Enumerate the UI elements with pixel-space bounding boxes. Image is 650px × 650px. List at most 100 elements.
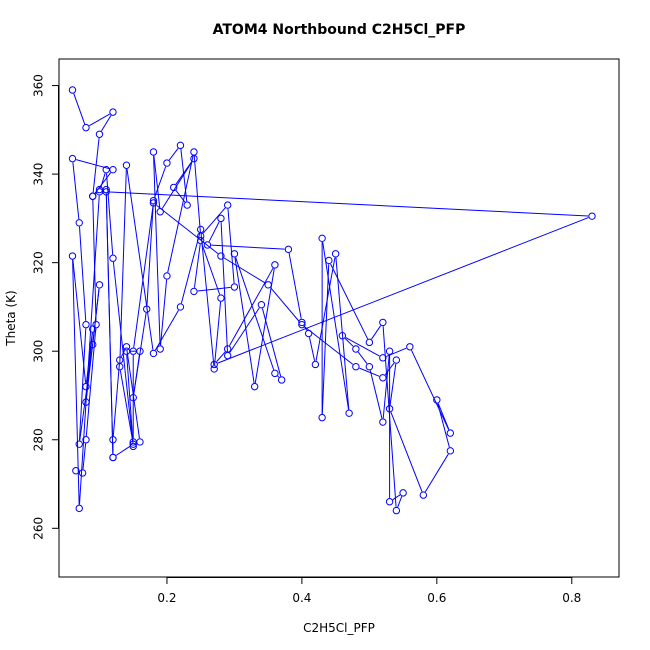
data-point: [203, 241, 212, 249]
data-point: [588, 212, 596, 220]
data-point: [68, 86, 77, 94]
series-line-segment: [216, 351, 226, 362]
series-line-segment: [73, 93, 86, 125]
x-tick-label: 0.8: [562, 591, 581, 605]
series-line-segment: [109, 191, 589, 217]
data-point: [264, 281, 272, 289]
series-line-segment: [392, 494, 401, 501]
data-point: [298, 318, 306, 327]
series-line-segment: [101, 115, 112, 132]
data-point: [345, 409, 353, 417]
series-line-segment: [335, 257, 350, 410]
data-point: [230, 283, 239, 291]
series-line-segment: [411, 350, 450, 430]
series-line-segment: [322, 241, 350, 410]
series-line-segment: [345, 337, 380, 357]
series-line-segment: [357, 351, 368, 364]
x-axis: 0.2 0.4 0.6 0.8: [157, 577, 581, 605]
series-line-segment: [389, 363, 397, 406]
series-line-segment: [82, 443, 87, 470]
series-line-segment: [214, 301, 222, 366]
data-point: [136, 438, 144, 446]
data-point: [352, 345, 360, 353]
y-axis-label: Theta (K): [4, 290, 18, 346]
series-line-segment: [202, 207, 226, 234]
series-line-segment: [390, 412, 423, 492]
data-point: [217, 214, 225, 223]
x-tick-label: 0.2: [157, 591, 176, 605]
series-line-segment: [89, 113, 110, 127]
data-point: [257, 301, 266, 309]
data-point: [82, 320, 90, 329]
data-point: [446, 447, 455, 455]
data-point: [446, 429, 455, 437]
series-line-segment: [424, 453, 449, 493]
data-point: [163, 159, 171, 167]
data-point: [338, 332, 347, 340]
data-point: [109, 108, 117, 116]
series-line-segment: [397, 496, 403, 508]
series-line-segment: [92, 200, 97, 321]
series-line-segment: [201, 243, 221, 295]
data-point: [143, 305, 151, 313]
data-point: [149, 196, 158, 205]
data-point: [122, 343, 131, 351]
series-line-segment: [217, 217, 589, 364]
data-point: [129, 393, 137, 402]
series-line-segment: [154, 309, 179, 351]
data-point: [122, 161, 131, 169]
series-line-segment: [229, 307, 260, 353]
data-point: [392, 356, 401, 364]
data-point: [129, 440, 137, 448]
series-line-segment: [344, 338, 354, 347]
data-point: [149, 349, 158, 358]
y-axis: 260 280 300 320 340 360: [32, 74, 59, 540]
chart-title: ATOM4 Northbound C2H5Cl_PFP: [213, 22, 466, 38]
data-point: [75, 440, 83, 448]
series-line-segment: [156, 204, 219, 255]
series-line-segment: [200, 233, 215, 366]
data-point: [379, 318, 387, 327]
series-line-segment: [78, 226, 87, 321]
data-point: [325, 256, 333, 265]
data-point: [89, 340, 97, 349]
data-point: [210, 360, 218, 369]
data-point: [129, 347, 137, 355]
data-point: [352, 363, 360, 371]
data-point: [95, 185, 104, 194]
data-point: [318, 413, 326, 422]
data-point: [379, 374, 387, 382]
series-line-segment: [154, 166, 167, 198]
data-point: [109, 453, 117, 462]
series-line-segment: [386, 347, 407, 357]
data-point: [379, 354, 387, 362]
data-point: [392, 506, 401, 515]
series-line-segment: [119, 370, 134, 441]
series-line-segment: [384, 362, 395, 376]
x-tick-label: 0.6: [427, 591, 446, 605]
data-point: [379, 418, 387, 426]
y-tick-label: 360: [32, 74, 46, 97]
data-point: [311, 360, 320, 369]
series-line-segment: [160, 279, 168, 346]
data-point: [304, 329, 313, 338]
data-point: [82, 436, 90, 444]
data-point: [331, 250, 340, 258]
data-point: [95, 281, 104, 289]
series-line-segment: [161, 161, 193, 209]
data-point: [75, 219, 83, 227]
series-line-segment: [100, 173, 106, 189]
series-points: [68, 86, 596, 515]
data-point: [223, 201, 232, 209]
data-point: [149, 148, 158, 156]
series-line-segment: [437, 403, 450, 430]
series-line-segment: [369, 370, 383, 419]
data-point: [365, 363, 374, 371]
series-line-segment: [193, 244, 201, 288]
data-point: [284, 245, 293, 254]
series-line-segment: [371, 325, 382, 340]
data-point: [116, 356, 124, 364]
series-line-segment: [78, 328, 87, 441]
data-point: [102, 188, 110, 196]
data-point: [68, 252, 77, 260]
